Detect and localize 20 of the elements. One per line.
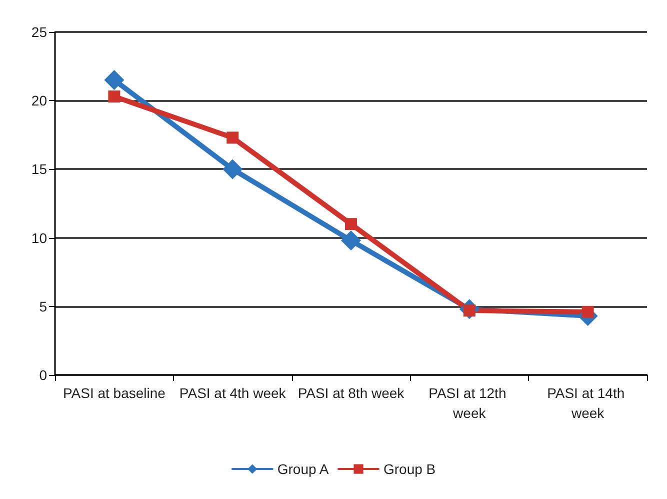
point — [341, 230, 361, 251]
point — [582, 306, 594, 318]
y-tick-label: 10 — [31, 230, 48, 246]
y-tick-label: 15 — [31, 161, 48, 178]
y-tick-label: 0 — [39, 367, 48, 383]
y-tick-label: 25 — [31, 24, 48, 40]
x-tick-label: PASI at 14th week — [547, 385, 629, 421]
point — [108, 90, 120, 102]
y-tick-label: 5 — [39, 298, 48, 314]
x-tick-label: PASI at 12th week — [428, 385, 510, 421]
point — [345, 218, 357, 230]
point — [104, 70, 124, 90]
y-tick-label: 20 — [31, 92, 48, 109]
legend-label: Group A — [277, 461, 330, 477]
x-tick-label: PASI at baseline — [62, 385, 166, 401]
x-tick-label: PASI at 4th week — [179, 385, 287, 401]
point — [226, 132, 239, 144]
x-tick-label: PASI at 8th week — [298, 385, 406, 401]
point — [222, 159, 243, 180]
legend-label: Group B — [384, 461, 436, 477]
